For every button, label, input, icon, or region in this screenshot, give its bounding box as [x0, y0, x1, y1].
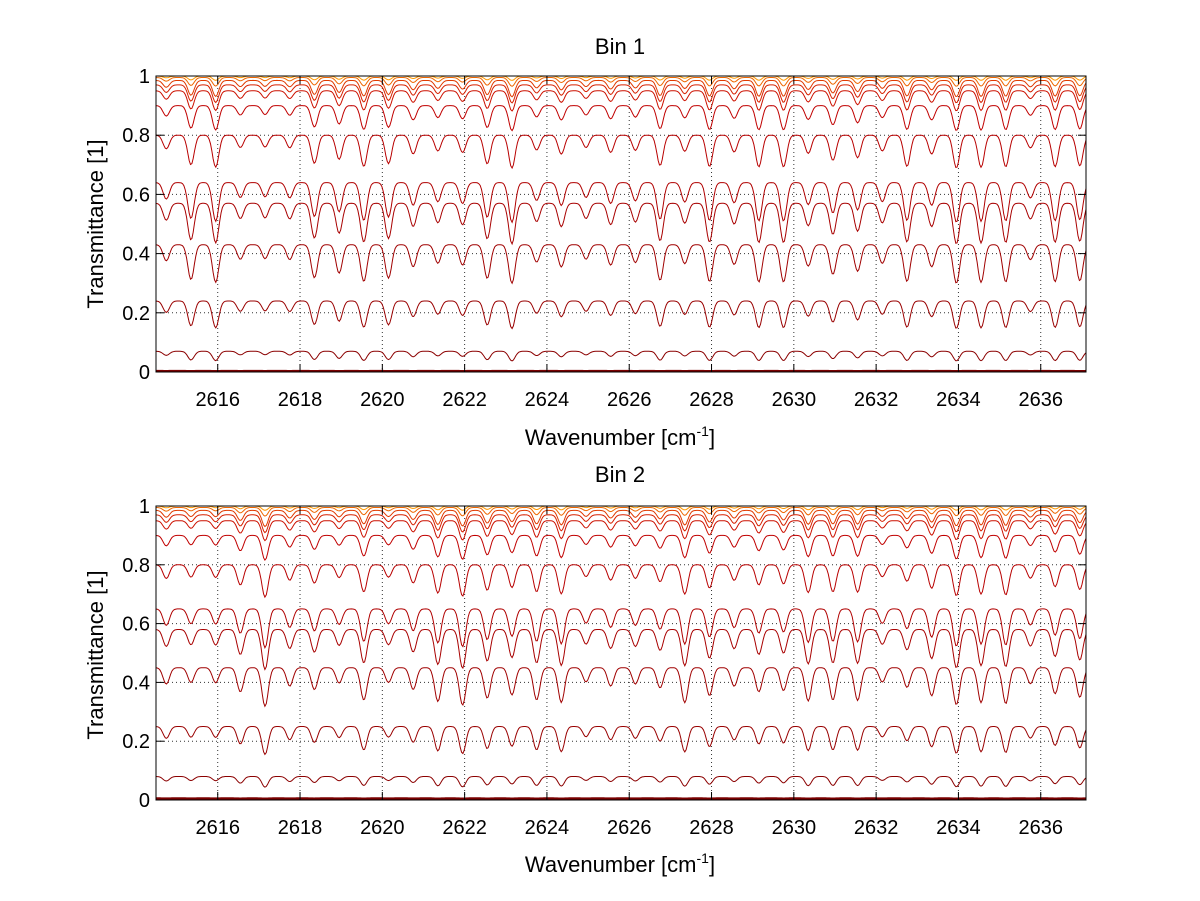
x-tick-label: 2624 — [525, 389, 570, 411]
series-line — [156, 350, 1086, 362]
y-tick-label: 1 — [139, 66, 150, 88]
x-tick-label: 2634 — [936, 389, 981, 411]
x-tick-label: 2630 — [772, 389, 817, 411]
plot-area: 2616 2618 2620 2622 2624 2626 2628 2630 2632 2634… — [122, 66, 1087, 411]
x-tick-label: 2630 — [772, 817, 817, 839]
y-tick-label: 0.6 — [122, 184, 150, 206]
y-tick-label: 0.4 — [122, 672, 150, 694]
x-tick-label: 2616 — [195, 389, 240, 411]
series-line — [156, 90, 1086, 112]
x-tick-label: 2626 — [607, 389, 652, 411]
x-tick-label: 2628 — [689, 817, 734, 839]
y-tick-label: 0.2 — [122, 731, 150, 753]
series-line — [156, 725, 1086, 756]
series-line — [156, 134, 1086, 170]
subplot-title: Bin 1 — [595, 34, 645, 59]
x-axis-label: Wavenumber [cm-1] — [525, 423, 715, 450]
series-line — [156, 84, 1086, 104]
axes-box — [155, 505, 1087, 801]
series-line — [156, 564, 1086, 599]
series-line — [156, 776, 1086, 788]
x-tick-label: 2624 — [525, 817, 570, 839]
y-tick-label: 0.8 — [122, 125, 150, 147]
y-axis-label: Transmittance [1] — [83, 139, 108, 308]
x-tick-label: 2636 — [1018, 389, 1063, 411]
subplot-bin-2: Bin 2 2616 2618 2620 2622 2624 2626 2628 2630 26… — [83, 462, 1087, 877]
x-tick-label: 2632 — [854, 817, 899, 839]
y-tick-label: 0.8 — [122, 555, 150, 577]
subplot-bin-1: Bin 1 2616 2618 2620 2622 2624 2626 2628 2630 26… — [83, 34, 1087, 450]
y-tick-label: 1 — [139, 496, 150, 518]
series-line — [156, 509, 1086, 528]
series-line — [156, 182, 1086, 224]
x-tick-label: 2618 — [278, 389, 323, 411]
x-tick-label: 2620 — [360, 389, 405, 411]
x-tick-label: 2618 — [278, 817, 323, 839]
plot-area: 2616 2618 2620 2622 2624 2626 2628 2630 2632 2634… — [122, 496, 1087, 839]
x-tick-label: 2632 — [854, 389, 899, 411]
y-axis-label: Transmittance [1] — [83, 570, 108, 739]
x-tick-label: 2626 — [607, 817, 652, 839]
y-tick-label: 0.2 — [122, 303, 150, 325]
x-tick-label: 2634 — [936, 817, 981, 839]
series-line — [156, 628, 1086, 671]
subplot-title: Bin 2 — [595, 462, 645, 487]
series-line — [156, 77, 1086, 87]
x-tick-label: 2616 — [195, 817, 240, 839]
x-tick-label: 2622 — [442, 817, 487, 839]
series-line — [156, 300, 1086, 330]
series-line — [156, 79, 1086, 98]
series-line — [156, 520, 1086, 542]
y-tick-label: 0.4 — [122, 244, 150, 266]
x-tick-label: 2622 — [442, 389, 487, 411]
axes-box — [155, 75, 1087, 373]
y-tick-label: 0 — [139, 790, 150, 812]
series-line — [156, 202, 1086, 246]
y-tick-label: 0 — [139, 362, 150, 384]
x-tick-label: 2636 — [1018, 817, 1063, 839]
series-line — [156, 534, 1086, 562]
series-line — [156, 507, 1086, 517]
series-line — [156, 105, 1086, 132]
y-tick-label: 0.6 — [122, 614, 150, 636]
x-axis-label: Wavenumber [cm-1] — [525, 850, 715, 877]
series-line — [156, 667, 1086, 708]
series-line — [156, 514, 1086, 534]
x-tick-label: 2620 — [360, 817, 405, 839]
x-tick-label: 2628 — [689, 389, 734, 411]
series-line — [156, 244, 1086, 285]
series-line — [156, 608, 1086, 650]
